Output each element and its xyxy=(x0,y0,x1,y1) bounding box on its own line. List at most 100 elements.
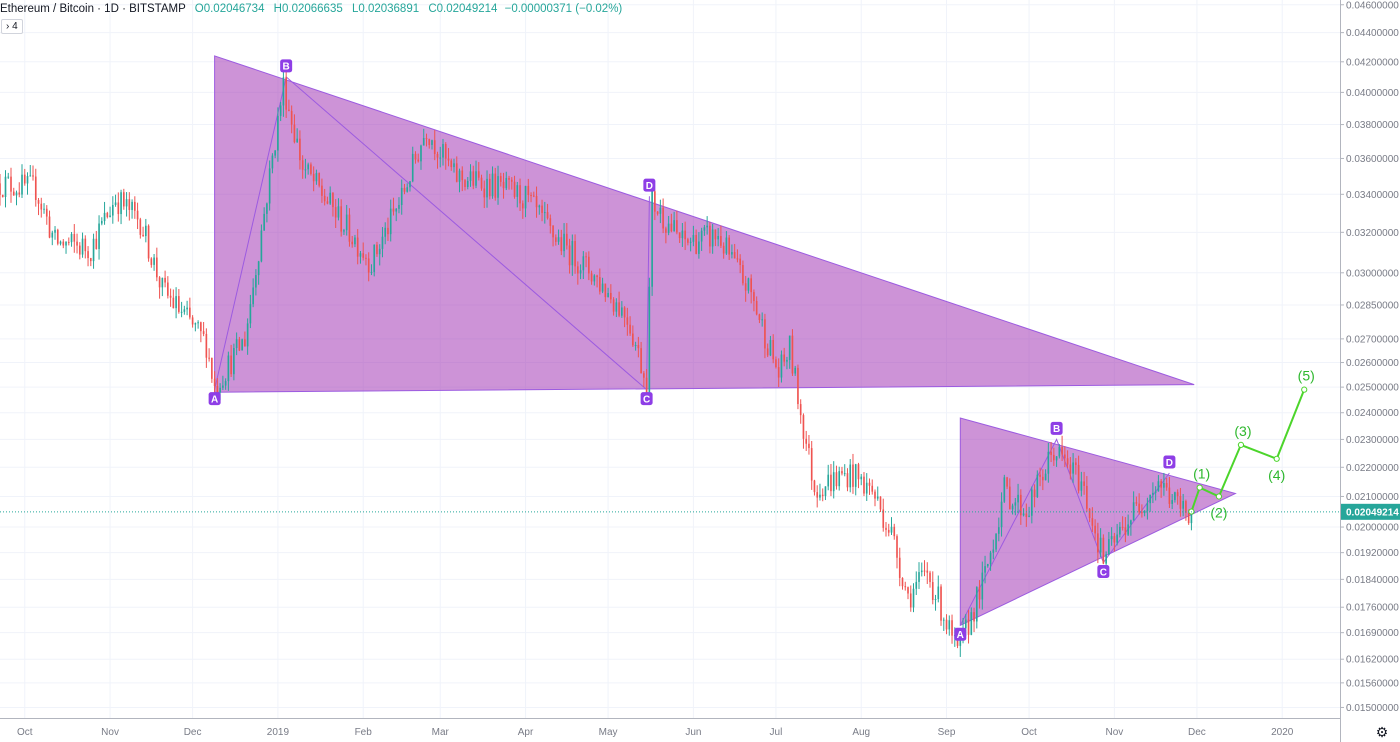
wave-label: (4) xyxy=(1268,467,1285,483)
candle-body xyxy=(964,619,967,629)
candle-body xyxy=(241,339,243,351)
candle xyxy=(257,260,260,285)
candle-body xyxy=(948,620,951,630)
candle-body xyxy=(244,339,246,347)
candle xyxy=(497,165,499,205)
candle xyxy=(846,468,849,492)
candle xyxy=(978,580,981,609)
candle-body xyxy=(997,527,1000,534)
candle xyxy=(703,224,706,236)
candle-body xyxy=(95,238,98,250)
candle-body xyxy=(1105,554,1107,564)
candle xyxy=(909,585,912,612)
candle xyxy=(117,192,120,222)
candle-body xyxy=(524,185,527,209)
candle xyxy=(865,473,868,501)
candle xyxy=(475,160,477,189)
candle-body xyxy=(18,192,21,195)
candle-body xyxy=(381,236,384,249)
candle-body xyxy=(700,230,703,242)
candle xyxy=(929,570,931,588)
candle-body xyxy=(400,187,403,205)
candle-body xyxy=(1044,473,1047,481)
candle-body xyxy=(1152,492,1154,495)
candle xyxy=(354,234,356,248)
candle-body xyxy=(838,471,841,487)
price-tick-label: 0.03000000 xyxy=(1346,268,1399,279)
candle xyxy=(1143,510,1146,517)
candle-body xyxy=(554,237,557,242)
candle xyxy=(808,434,810,455)
candle xyxy=(662,198,664,234)
candle-body xyxy=(758,314,761,320)
candle-body xyxy=(373,244,376,272)
candle-body xyxy=(909,593,912,608)
candle-body xyxy=(1176,492,1179,497)
candle xyxy=(54,226,56,240)
price-tick-label: 0.04600000 xyxy=(1346,0,1399,11)
candle-body xyxy=(194,323,197,325)
candle-body xyxy=(315,173,318,182)
candle xyxy=(48,210,51,239)
candle xyxy=(32,165,34,181)
candle xyxy=(799,399,802,424)
point-label-D: D xyxy=(646,181,653,192)
candle xyxy=(249,294,252,329)
candle xyxy=(414,151,417,164)
candle-body xyxy=(62,241,65,246)
candle-body xyxy=(1025,513,1028,517)
candle-body xyxy=(1121,526,1124,528)
candle-body xyxy=(453,163,455,168)
candle-body xyxy=(387,227,389,235)
candle-body xyxy=(26,176,29,184)
candle xyxy=(263,207,265,231)
candle xyxy=(458,168,461,193)
candle-body xyxy=(497,176,499,198)
candle-body xyxy=(865,482,868,494)
candle xyxy=(610,284,612,304)
candle-body xyxy=(1108,539,1110,555)
candle-body xyxy=(365,257,367,259)
symbol-title: Ethereum / Bitcoin · 1D · BITSTAMP xyxy=(0,3,186,15)
candle-body xyxy=(1182,501,1184,509)
candle-body xyxy=(235,339,238,349)
price-tick-label: 0.01500000 xyxy=(1346,703,1399,714)
candle xyxy=(103,201,106,225)
candle xyxy=(189,297,191,320)
candle xyxy=(241,338,243,351)
price-tick-label: 0.01620000 xyxy=(1346,655,1399,666)
candle-body xyxy=(904,586,907,588)
candle-body xyxy=(40,203,43,210)
gear-icon[interactable]: ⚙ xyxy=(1375,724,1389,740)
price-tick-label: 0.01920000 xyxy=(1346,548,1399,559)
candle xyxy=(100,217,103,226)
projection-line xyxy=(1190,389,1306,512)
candle xyxy=(626,307,629,336)
candle-body xyxy=(285,77,287,110)
candle-body xyxy=(87,251,89,259)
candle xyxy=(337,198,340,221)
candle xyxy=(150,257,153,268)
candle xyxy=(477,162,480,181)
candle xyxy=(926,562,929,585)
candle-body xyxy=(532,195,535,197)
candle xyxy=(318,172,321,188)
candle-body xyxy=(378,248,381,255)
candle xyxy=(896,534,898,569)
candle-body xyxy=(288,109,290,111)
candle-body xyxy=(428,139,431,145)
candle-body xyxy=(145,225,147,237)
candle xyxy=(923,560,926,577)
candle xyxy=(1075,458,1077,475)
collapse-indicators-button[interactable]: › 4 xyxy=(1,19,23,34)
candle-body xyxy=(4,176,7,197)
candle-body xyxy=(447,158,450,161)
candle-body xyxy=(1050,451,1052,455)
candle xyxy=(1127,514,1129,537)
candle xyxy=(172,289,175,309)
candle-body xyxy=(180,311,183,313)
candle xyxy=(601,277,604,294)
candle-body xyxy=(202,331,205,334)
candle xyxy=(736,249,739,263)
